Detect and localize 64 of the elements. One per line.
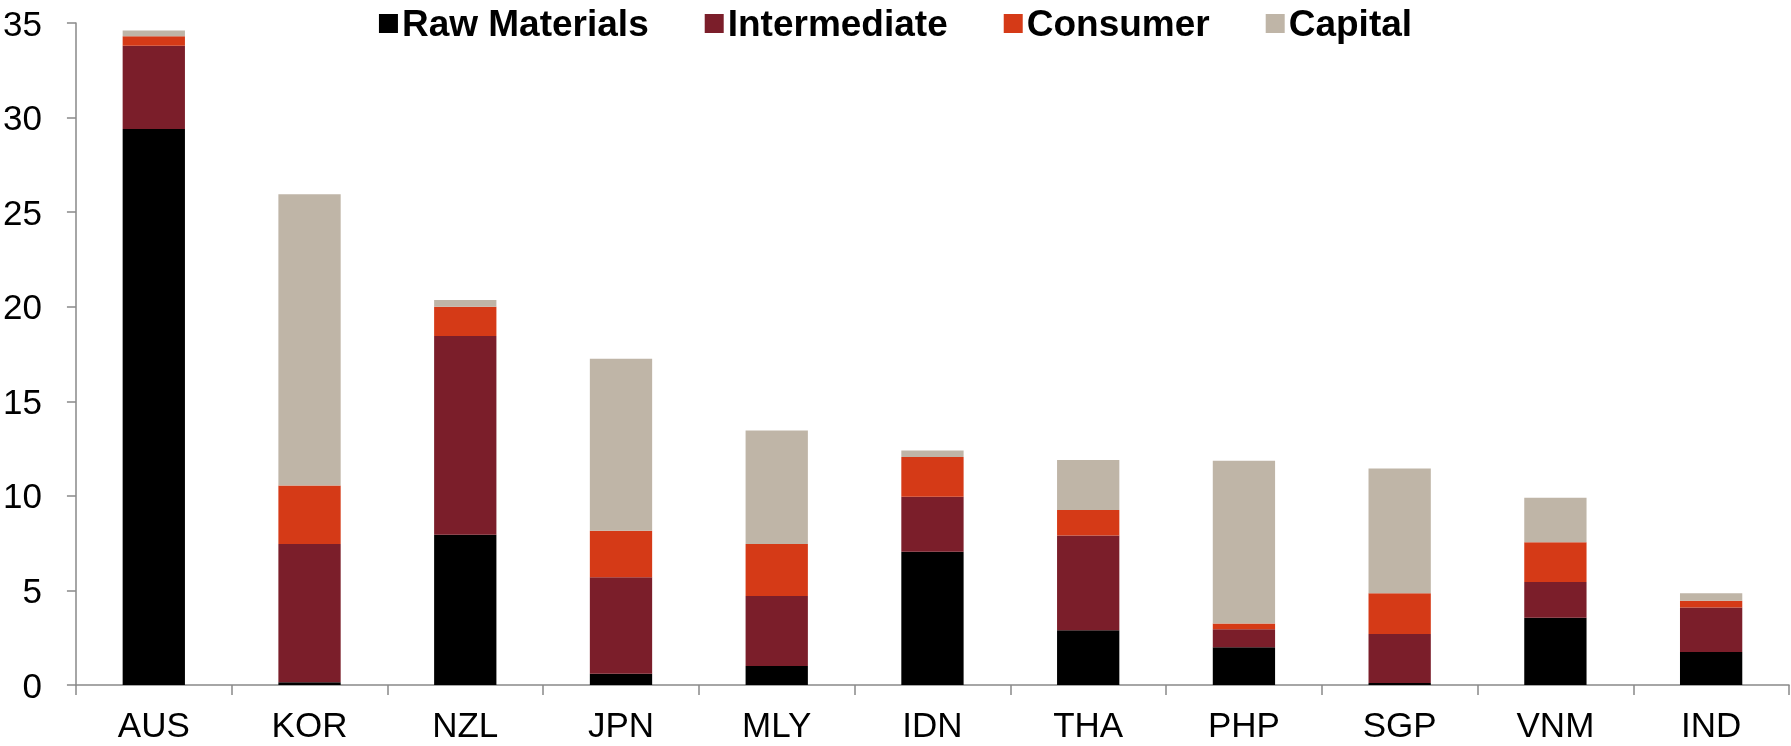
y-tick-label: 0 bbox=[22, 665, 42, 705]
bar bbox=[745, 666, 808, 685]
x-tick-label: VNM bbox=[1516, 705, 1595, 744]
bar bbox=[122, 36, 185, 46]
bar bbox=[278, 544, 341, 683]
y-tick-label: 25 bbox=[2, 192, 42, 232]
bar bbox=[901, 450, 964, 458]
bar bbox=[434, 336, 497, 535]
bar bbox=[1057, 459, 1120, 511]
bar bbox=[1524, 617, 1587, 685]
x-tick-label: IND bbox=[1680, 705, 1742, 744]
bar bbox=[1679, 607, 1743, 652]
y-tick-label: 10 bbox=[2, 476, 42, 516]
bar bbox=[1057, 535, 1120, 631]
legend-label: Raw Materials bbox=[401, 3, 649, 44]
bar bbox=[1524, 542, 1587, 582]
bar bbox=[589, 358, 653, 531]
y-tick-label: 5 bbox=[22, 570, 42, 610]
x-tick-label: PHP bbox=[1207, 705, 1280, 744]
bar bbox=[1212, 629, 1276, 648]
bar bbox=[278, 682, 341, 685]
bar bbox=[901, 551, 964, 685]
legend-label: Capital bbox=[1288, 3, 1413, 44]
bar bbox=[589, 577, 653, 674]
y-tick-label: 15 bbox=[2, 381, 42, 421]
bar bbox=[1524, 581, 1587, 618]
bar bbox=[745, 430, 808, 545]
x-tick-label: THA bbox=[1053, 705, 1124, 744]
bar bbox=[1368, 593, 1431, 634]
y-tick-label: 20 bbox=[2, 287, 42, 327]
bar bbox=[1368, 468, 1431, 594]
bar bbox=[122, 45, 185, 129]
x-tick-label: AUS bbox=[117, 705, 190, 744]
bar bbox=[1679, 600, 1743, 608]
bar bbox=[1057, 510, 1120, 536]
bar bbox=[745, 544, 808, 597]
bar bbox=[1057, 630, 1120, 685]
bar bbox=[901, 496, 964, 552]
legend-label: Intermediate bbox=[727, 3, 948, 44]
bar bbox=[901, 457, 964, 497]
x-tick-label: MLY bbox=[742, 705, 812, 744]
bar bbox=[1524, 497, 1587, 543]
bar bbox=[745, 596, 808, 667]
x-tick-label: KOR bbox=[271, 705, 348, 744]
bar bbox=[1679, 651, 1743, 685]
bar bbox=[589, 530, 653, 578]
bar bbox=[1212, 647, 1276, 685]
x-tick-label: SGP bbox=[1362, 705, 1437, 744]
bar bbox=[1368, 633, 1431, 684]
legend-label: Consumer bbox=[1026, 3, 1210, 44]
bar bbox=[434, 300, 497, 307]
bar bbox=[434, 306, 497, 337]
bar bbox=[278, 194, 341, 486]
bar bbox=[1679, 593, 1743, 601]
y-tick-label: 35 bbox=[2, 3, 42, 43]
bar bbox=[122, 128, 185, 685]
y-tick-label: 30 bbox=[2, 98, 42, 138]
bar bbox=[589, 673, 653, 685]
bar bbox=[278, 485, 341, 545]
bar bbox=[1212, 460, 1276, 624]
x-tick-label: IDN bbox=[902, 705, 963, 744]
x-tick-label: NZL bbox=[432, 705, 499, 744]
bar bbox=[434, 534, 497, 685]
x-tick-label: JPN bbox=[587, 705, 655, 744]
